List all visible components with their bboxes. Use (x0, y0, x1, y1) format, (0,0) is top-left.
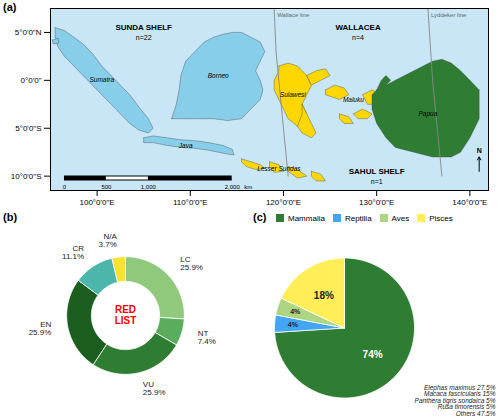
svg-text:110°0'0"E: 110°0'0"E (173, 198, 208, 207)
html-text:(a): (a) (3, 1, 17, 13)
html-text:(c): (c) (253, 211, 267, 223)
svg-text:n=22: n=22 (136, 34, 152, 41)
html-text:Mammalia: Mammalia (288, 213, 325, 223)
svg-text:2,000: 2,000 (225, 184, 241, 190)
svg-text:SUNDA SHELF: SUNDA SHELF (115, 23, 172, 32)
svg-text:NT7.4%: NT7.4% (198, 329, 216, 346)
svg-text:km: km (244, 184, 252, 190)
svg-text:5°0'0"N: 5°0'0"N (15, 28, 42, 37)
svg-text:EN25.9%: EN25.9% (29, 320, 52, 337)
svg-text:CR11.1%: CR11.1% (62, 244, 84, 261)
svg-text:0°0'0": 0°0'0" (21, 76, 42, 85)
html-text:(b): (b) (3, 211, 17, 223)
svg-text:Papua: Papua (419, 110, 438, 118)
svg-text:N/A3.7%: N/A3.7% (99, 232, 118, 249)
svg-text:130°0'0"E: 130°0'0"E (359, 198, 394, 207)
svg-text:WALLACEA: WALLACEA (335, 23, 381, 32)
svg-text:n=4: n=4 (352, 34, 364, 41)
svg-text:120°0'0"E: 120°0'0"E (266, 198, 301, 207)
svg-text:SAHUL SHELF: SAHUL SHELF (349, 167, 405, 176)
svg-text:VU25.9%: VU25.9% (143, 380, 166, 397)
html-text:Aves: Aves (391, 213, 410, 223)
svg-text:Java: Java (178, 142, 193, 149)
svg-text:Maluku: Maluku (343, 96, 364, 103)
svg-text:4%: 4% (290, 308, 301, 315)
svg-text:4%: 4% (288, 321, 299, 328)
svg-text:Wallace line: Wallace line (277, 12, 310, 18)
svg-text:1,000: 1,000 (141, 184, 157, 190)
svg-text:LC25.9%: LC25.9% (180, 255, 203, 272)
svg-text:Borneo: Borneo (208, 72, 229, 79)
svg-text:RED: RED (115, 304, 136, 315)
svg-text:N: N (477, 147, 482, 154)
svg-text:100°0'0"E: 100°0'0"E (80, 198, 115, 207)
svg-text:5°0'0"S: 5°0'0"S (15, 124, 41, 133)
svg-text:10°0'0"S: 10°0'0"S (11, 172, 42, 181)
html-text:Reptilia: Reptilia (344, 213, 372, 223)
svg-text:500: 500 (101, 184, 112, 190)
svg-text:Sumatra: Sumatra (89, 76, 114, 83)
svg-text:Lyddeker line: Lyddeker line (431, 12, 467, 18)
svg-text:Sulawesi: Sulawesi (280, 91, 307, 98)
svg-text:18%: 18% (314, 290, 334, 301)
svg-text:n=1: n=1 (371, 178, 383, 185)
svg-text:Lesser Sundas: Lesser Sundas (257, 165, 301, 172)
svg-text:74%: 74% (363, 349, 383, 360)
svg-text:Elephas maximus 27.5%Macaca fa: Elephas maximus 27.5%Macaca fascicularis… (415, 384, 496, 417)
svg-text:140°0'0"E: 140°0'0"E (452, 198, 487, 207)
html-text:Pisces: Pisces (429, 213, 453, 223)
svg-text:LIST: LIST (115, 315, 137, 326)
svg-text:0: 0 (63, 184, 67, 190)
